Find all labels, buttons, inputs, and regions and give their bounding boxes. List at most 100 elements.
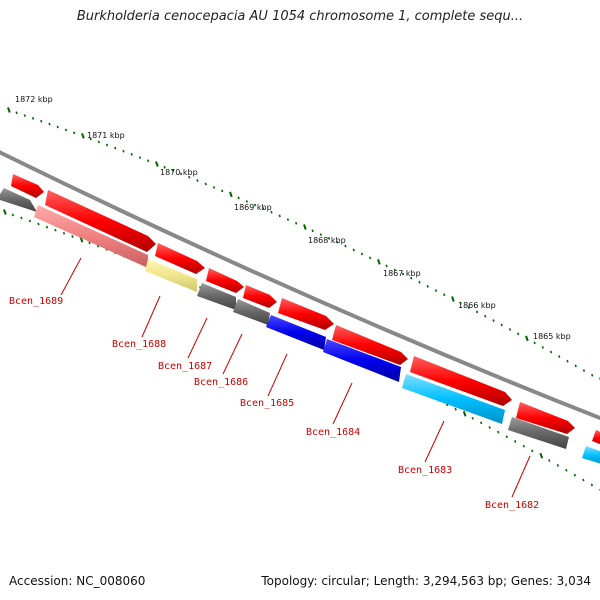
ruler-label-1867: 1867 kbp bbox=[383, 269, 421, 278]
gene-bar-bcen1687 bbox=[197, 283, 236, 310]
minor-tick bbox=[20, 216, 23, 220]
minor-tick bbox=[253, 203, 257, 207]
minor-tick bbox=[505, 435, 508, 439]
minor-tick bbox=[97, 140, 100, 144]
gene-label: Bcen_1685 bbox=[240, 398, 294, 409]
minor-tick bbox=[488, 426, 491, 429]
minor-tick bbox=[221, 189, 224, 193]
major-tick bbox=[462, 410, 467, 417]
gene-arrow bbox=[410, 356, 512, 406]
minor-tick bbox=[369, 256, 372, 260]
minor-tick bbox=[522, 444, 525, 448]
ruler-label-1869: 1869 kbp bbox=[234, 203, 272, 212]
minor-tick bbox=[179, 172, 183, 176]
major-tick bbox=[377, 259, 381, 265]
leader-line bbox=[267, 353, 288, 397]
ruler-ticks bbox=[7, 107, 600, 381]
minor-tick bbox=[262, 207, 265, 210]
gene-leader-lines bbox=[60, 257, 531, 498]
ruler-label-1872: 1872 kbp bbox=[15, 95, 53, 104]
minor-tick bbox=[212, 186, 216, 189]
ruler-label-1866: 1866 kbp bbox=[458, 301, 496, 310]
minor-tick bbox=[410, 276, 413, 280]
minor-tick bbox=[556, 464, 559, 467]
minor-tick bbox=[163, 165, 166, 169]
minor-tick bbox=[237, 196, 240, 200]
inner-ticks bbox=[3, 209, 600, 492]
minor-tick bbox=[88, 241, 91, 245]
minor-tick bbox=[566, 359, 569, 363]
minor-tick bbox=[311, 229, 314, 233]
leader-line bbox=[187, 317, 208, 359]
gene-bar-bcen1688 bbox=[145, 259, 197, 292]
leader-line bbox=[60, 257, 82, 296]
forward-strand-genes bbox=[11, 174, 600, 445]
minor-tick bbox=[459, 301, 462, 305]
minor-tick bbox=[196, 179, 199, 182]
minor-tick bbox=[28, 219, 32, 223]
minor-tick bbox=[352, 248, 355, 252]
major-tick bbox=[451, 296, 455, 302]
minor-tick bbox=[23, 114, 26, 117]
gene-bar-bcen1686 bbox=[233, 299, 270, 325]
major-tick bbox=[81, 133, 85, 139]
minor-tick bbox=[531, 449, 534, 453]
minor-tick bbox=[492, 319, 495, 322]
minor-tick bbox=[204, 182, 207, 186]
major-tick bbox=[525, 335, 529, 342]
minor-tick bbox=[45, 225, 49, 229]
gene-bar-gray bbox=[0, 188, 37, 212]
minor-tick bbox=[105, 143, 109, 147]
minor-tick bbox=[500, 323, 503, 327]
minor-tick bbox=[295, 221, 298, 225]
gene-bar-bcen1689 bbox=[34, 205, 148, 268]
minor-tick bbox=[138, 156, 142, 159]
minor-tick bbox=[591, 373, 594, 377]
minor-tick bbox=[514, 440, 517, 443]
gene-arrow bbox=[278, 298, 334, 330]
minor-tick bbox=[590, 483, 594, 487]
minor-tick bbox=[319, 233, 322, 236]
minor-tick bbox=[54, 228, 57, 232]
minor-tick bbox=[71, 235, 74, 238]
minor-tick bbox=[467, 306, 470, 309]
minor-tick bbox=[541, 346, 544, 349]
ruler-label-1868: 1868 kbp bbox=[308, 236, 346, 245]
major-tick bbox=[7, 107, 11, 113]
minor-tick bbox=[484, 314, 487, 318]
minor-tick bbox=[188, 175, 191, 179]
leader-line bbox=[222, 333, 243, 375]
minor-tick bbox=[360, 252, 364, 256]
gene-arrow bbox=[516, 402, 575, 434]
gene-bar-cyan-edge bbox=[582, 446, 600, 464]
gene-label: Bcen_1689 bbox=[9, 296, 63, 307]
minor-tick bbox=[37, 222, 40, 226]
gene-bar-bcen1685 bbox=[266, 315, 326, 350]
minor-tick bbox=[122, 149, 125, 153]
leader-line bbox=[141, 295, 161, 338]
minor-tick bbox=[418, 280, 421, 284]
ruler-label-1871: 1871 kbp bbox=[87, 131, 125, 140]
kbp-ruler: 1872 kbp 1871 kbp 1870 kbp 1869 kbp 1868… bbox=[7, 95, 600, 381]
gene-bar-bcen1684 bbox=[323, 339, 401, 382]
minor-tick bbox=[401, 272, 405, 276]
minor-tick bbox=[130, 153, 133, 156]
leader-line bbox=[424, 420, 445, 463]
minor-tick bbox=[558, 355, 561, 358]
gene-label: Bcen_1684 bbox=[306, 427, 360, 438]
minor-tick bbox=[327, 237, 331, 240]
gene-label: Bcen_1682 bbox=[485, 500, 539, 511]
gene-label: Bcen_1683 bbox=[398, 465, 452, 476]
gene-arrow bbox=[11, 174, 44, 198]
minor-tick bbox=[270, 210, 273, 214]
minor-tick bbox=[336, 240, 339, 244]
minor-tick bbox=[89, 137, 92, 141]
minor-tick bbox=[582, 369, 586, 372]
major-tick bbox=[3, 209, 7, 215]
minor-tick bbox=[64, 128, 68, 132]
gene-label: Bcen_1686 bbox=[194, 377, 248, 388]
minor-tick bbox=[245, 200, 248, 203]
minor-tick bbox=[480, 421, 483, 425]
gene-arrow bbox=[332, 325, 408, 365]
